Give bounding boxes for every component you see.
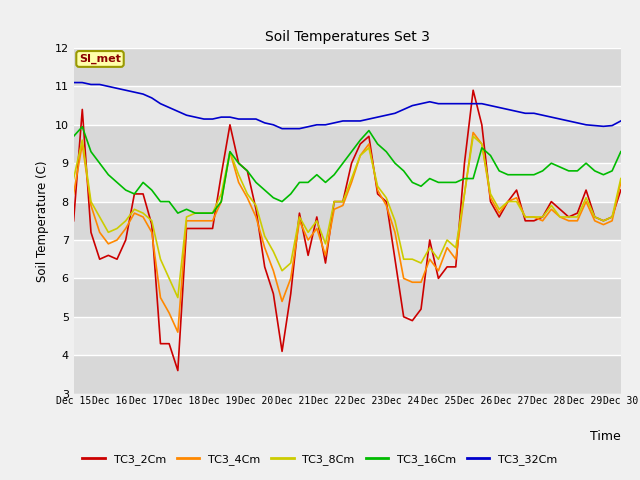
Text: Time: Time bbox=[590, 430, 621, 443]
Bar bbox=[74, 125, 621, 163]
Legend: TC3_2Cm, TC3_4Cm, TC3_8Cm, TC3_16Cm, TC3_32Cm: TC3_2Cm, TC3_4Cm, TC3_8Cm, TC3_16Cm, TC3… bbox=[78, 450, 562, 469]
Y-axis label: Soil Temperature (C): Soil Temperature (C) bbox=[36, 160, 49, 282]
Bar bbox=[74, 317, 621, 355]
Bar bbox=[74, 278, 621, 317]
Title: Soil Temperatures Set 3: Soil Temperatures Set 3 bbox=[265, 30, 429, 44]
Text: SI_met: SI_met bbox=[79, 54, 121, 64]
Bar bbox=[74, 86, 621, 125]
Bar bbox=[74, 163, 621, 202]
Bar bbox=[74, 240, 621, 278]
Bar bbox=[74, 202, 621, 240]
Bar bbox=[74, 48, 621, 86]
Bar bbox=[74, 355, 621, 394]
